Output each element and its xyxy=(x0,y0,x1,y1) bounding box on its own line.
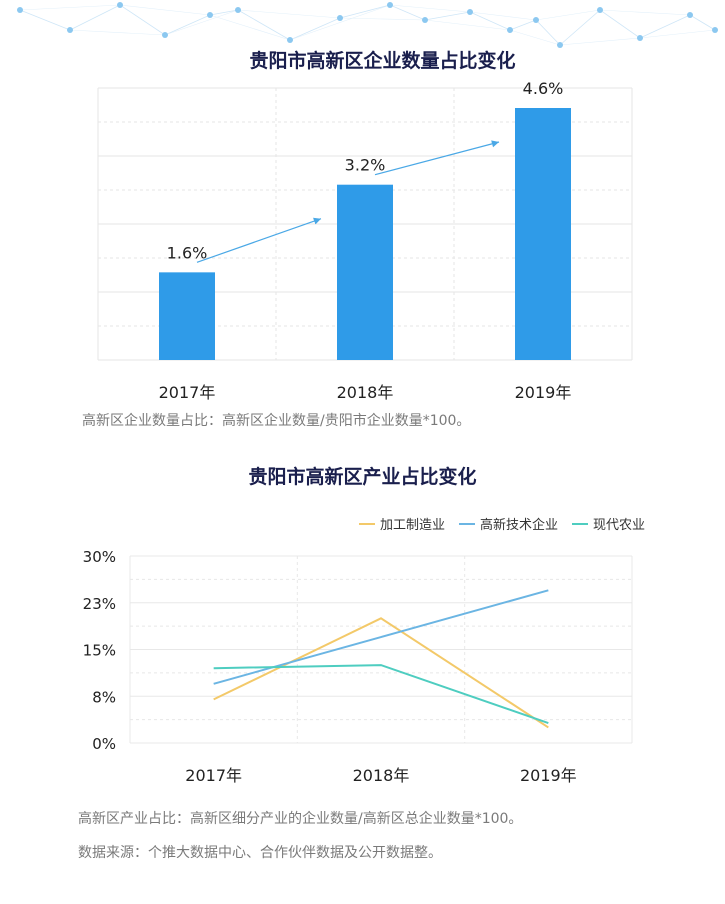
network-node xyxy=(533,17,539,23)
bar-2017年 xyxy=(159,272,215,360)
network-node xyxy=(507,27,513,33)
network-link xyxy=(535,19,561,46)
network-link xyxy=(164,9,239,36)
legend-label-agriculture: 现代农业 xyxy=(592,518,645,533)
data-source-note: 数据来源：个推大数据中心、合作伙伴数据及公开数据整。 xyxy=(78,845,442,861)
network-link xyxy=(119,4,166,36)
network-link xyxy=(599,9,691,16)
network-link xyxy=(535,9,601,21)
network-link xyxy=(509,19,537,31)
network-link xyxy=(209,14,291,41)
network-node xyxy=(162,32,168,38)
line-chart-legend: 加工制造业 高新技术企业 现代农业 xyxy=(358,514,645,533)
series-line-1 xyxy=(213,589,549,685)
network-link xyxy=(559,9,601,46)
y-tick-label: 0% xyxy=(92,735,116,753)
legend-swatch-agriculture xyxy=(571,522,588,525)
line-x-tick-label: 2017年 xyxy=(185,766,242,785)
network-link xyxy=(289,17,341,41)
y-tick-label: 15% xyxy=(83,642,116,660)
network-link xyxy=(639,29,716,39)
network-link xyxy=(209,9,239,16)
growth-arrow xyxy=(374,140,500,176)
bar-x-tick-label: 2018年 xyxy=(337,383,394,402)
network-link xyxy=(424,19,511,31)
legend-swatch-manufacturing xyxy=(358,522,375,525)
line-chart-note: 高新区产业占比：高新区细分产业的企业数量/高新区总企业数量*100。 xyxy=(78,811,523,827)
network-node xyxy=(687,12,693,18)
network-link xyxy=(339,4,391,19)
bar-value-label: 3.2% xyxy=(345,156,386,175)
network-link xyxy=(559,37,641,46)
network-node xyxy=(287,37,293,43)
legend-label-manufacturing: 加工制造业 xyxy=(379,518,445,533)
network-node xyxy=(387,2,393,8)
network-link xyxy=(119,4,211,16)
network-link xyxy=(289,4,391,41)
line-x-tick-label: 2018年 xyxy=(353,766,410,785)
network-node xyxy=(67,27,73,33)
y-tick-label: 30% xyxy=(83,548,116,566)
bar-x-tick-label: 2019年 xyxy=(515,383,572,402)
network-node xyxy=(637,35,643,41)
legend-label-hightech: 高新技术企业 xyxy=(479,518,558,533)
bar-2019年 xyxy=(515,108,571,360)
network-node xyxy=(597,7,603,13)
bar-value-label: 1.6% xyxy=(167,243,208,262)
network-link xyxy=(19,9,71,31)
network-link xyxy=(237,9,291,41)
bar-2018年 xyxy=(337,184,393,360)
growth-arrow xyxy=(196,217,322,263)
y-tick-label: 23% xyxy=(83,595,116,613)
line-x-tick-label: 2019年 xyxy=(520,766,577,785)
legend-swatch-hightech xyxy=(458,522,475,525)
network-link xyxy=(19,4,121,11)
bar-value-label: 4.6% xyxy=(523,80,564,98)
network-node xyxy=(337,15,343,21)
network-decoration xyxy=(17,2,718,48)
legend-item-hightech: 高新技术企业 xyxy=(458,514,558,533)
network-link xyxy=(69,4,121,31)
legend-item-agriculture: 现代农业 xyxy=(571,514,645,533)
network-node xyxy=(235,7,241,13)
network-link xyxy=(599,9,641,39)
legend-item-manufacturing: 加工制造业 xyxy=(358,514,445,533)
network-link xyxy=(509,29,561,46)
network-node xyxy=(712,27,718,33)
network-link xyxy=(424,11,471,21)
network-link xyxy=(469,11,511,31)
network-link xyxy=(237,9,341,19)
network-link xyxy=(469,11,537,21)
network-link xyxy=(164,14,211,36)
line-chart: 0% 8% 15% 23% 30% 2017年 2018年 2019年 xyxy=(83,548,633,785)
network-link xyxy=(639,14,691,39)
network-link xyxy=(689,14,716,31)
series-line-0 xyxy=(213,617,549,729)
network-node xyxy=(422,17,428,23)
network-node xyxy=(117,2,123,8)
bar-chart-note: 高新区企业数量占比：高新区企业数量/贵阳市企业数量*100。 xyxy=(82,413,471,429)
network-link xyxy=(389,4,471,13)
network-node xyxy=(557,42,563,48)
series-line-2 xyxy=(213,664,549,724)
bar-x-tick-label: 2017年 xyxy=(159,383,216,402)
network-link xyxy=(389,4,426,21)
bar-chart: 1.6% 2017年 3.2% 2018年 4.6% 2019年 xyxy=(97,80,633,402)
network-node xyxy=(467,9,473,15)
network-node xyxy=(17,7,23,13)
bar-chart-title: 贵阳市高新区企业数量占比变化 xyxy=(249,50,516,72)
y-tick-label: 8% xyxy=(92,688,116,706)
line-chart-title: 贵阳市高新区产业占比变化 xyxy=(248,466,477,488)
network-node xyxy=(207,12,213,18)
network-link xyxy=(69,29,166,36)
network-link xyxy=(339,17,426,21)
